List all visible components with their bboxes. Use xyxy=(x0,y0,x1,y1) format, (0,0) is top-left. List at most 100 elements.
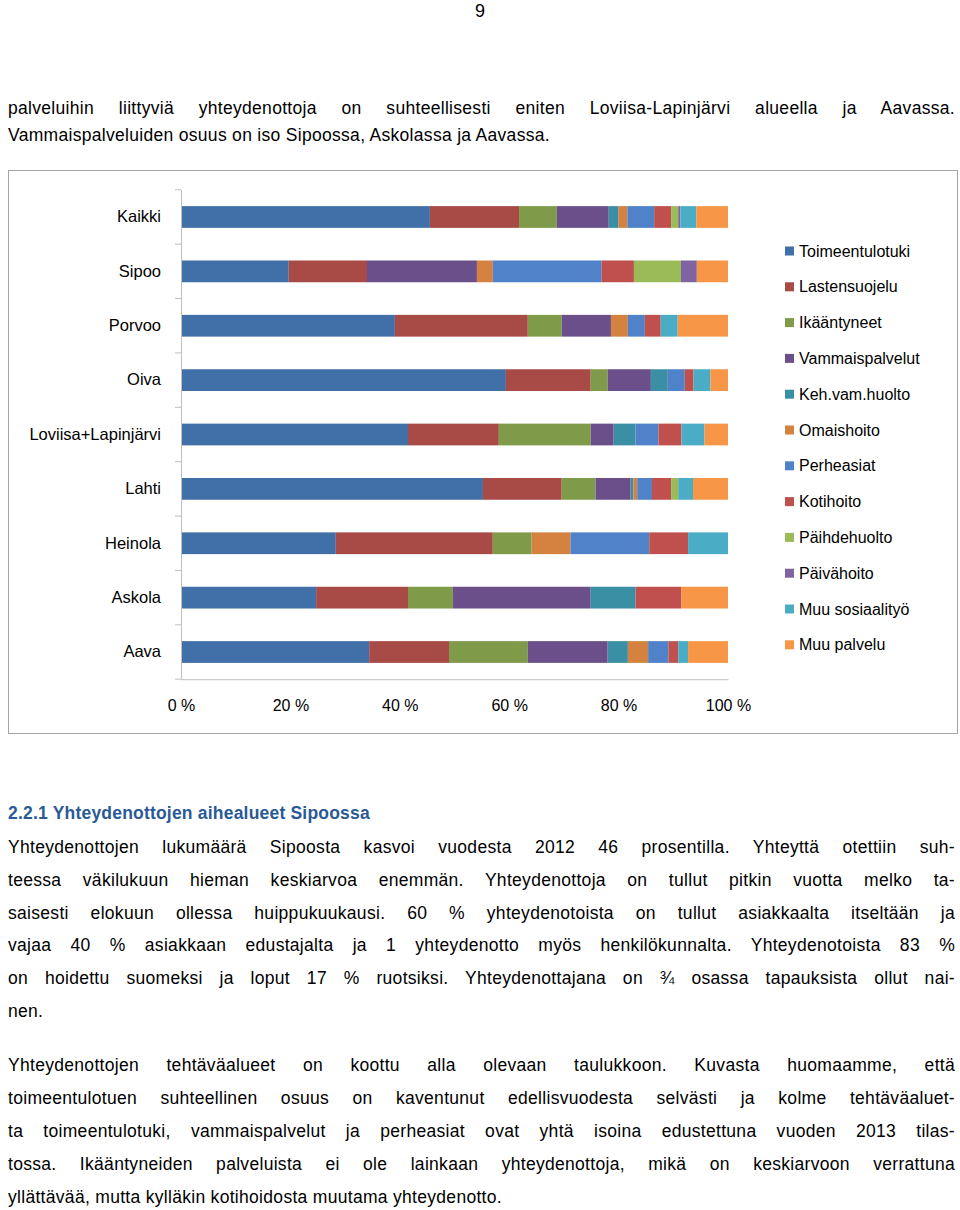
bar-segment xyxy=(519,206,557,228)
text-line: Yhteydenottojen tehtäväalueet on koottu … xyxy=(8,1053,955,1077)
bar-segment xyxy=(528,315,562,337)
bar-segment xyxy=(637,478,652,500)
y-tick: Loviisa+Lapinjärvi xyxy=(29,425,181,443)
bar-segment xyxy=(181,478,483,500)
text-line: nen. xyxy=(8,999,955,1023)
legend-swatch xyxy=(785,640,794,649)
legend-swatch xyxy=(785,282,794,291)
bar-segment xyxy=(532,532,571,554)
bar-segment xyxy=(660,315,661,337)
category-divider xyxy=(175,624,181,625)
bar-segment xyxy=(678,641,679,663)
bar-segment xyxy=(619,206,628,228)
bar-segment xyxy=(181,369,506,391)
bar-segment xyxy=(631,478,634,500)
x-axis: 0 %20 %40 %60 %80 %100 % xyxy=(168,679,751,713)
bar-segment xyxy=(449,641,528,663)
bar-segment xyxy=(636,424,659,446)
legend-label: Kotihoito xyxy=(799,493,861,510)
legend-label: Keh.vam.huolto xyxy=(799,386,910,403)
y-tick-label: Oiva xyxy=(127,370,162,388)
legend-swatch xyxy=(785,533,794,542)
series xyxy=(591,206,668,663)
page-number: 9 xyxy=(0,0,960,22)
bar-segment xyxy=(506,369,591,391)
series xyxy=(181,206,506,663)
category-divider xyxy=(175,244,181,245)
bar-segment xyxy=(181,260,289,282)
bar-segment xyxy=(710,369,728,391)
category-divider xyxy=(175,516,181,517)
bar-segment xyxy=(610,315,611,337)
bar-segment xyxy=(671,478,678,500)
bar-segment xyxy=(591,587,636,609)
bar-segment xyxy=(678,641,688,663)
bar-segment xyxy=(614,424,636,446)
bar-segment xyxy=(635,587,636,609)
bar-segment xyxy=(628,315,645,337)
category-divider xyxy=(175,679,181,680)
bar-segment xyxy=(602,260,634,282)
x-tick-label: 20 % xyxy=(273,697,309,714)
bar-segment xyxy=(627,206,654,228)
bar-segment xyxy=(688,532,728,554)
series xyxy=(634,206,681,500)
bar-segment xyxy=(697,260,728,282)
y-tick: Kaikki xyxy=(117,207,181,225)
legend-label: Muu sosiaalityö xyxy=(799,601,909,618)
category-divider xyxy=(175,461,181,462)
bar-segment xyxy=(696,206,728,228)
legend-label: Ikääntyneet xyxy=(799,314,882,331)
bar-segment xyxy=(651,369,668,391)
bar-segment xyxy=(636,587,682,609)
bar-segment xyxy=(681,260,697,282)
bar-segment xyxy=(634,260,681,282)
legend-swatch xyxy=(785,497,794,506)
bar-segment xyxy=(453,587,591,609)
y-tick-label: Lahti xyxy=(125,479,161,497)
x-tick-label: 100 % xyxy=(706,697,751,714)
bar-segment xyxy=(367,260,477,282)
bar-segment xyxy=(289,260,367,282)
bar-segment xyxy=(430,206,519,228)
text-line: teessa väkilukuun hieman keskiarvoa enem… xyxy=(8,868,955,892)
bar-segment xyxy=(608,369,651,391)
series xyxy=(678,206,728,663)
bar-segment xyxy=(688,641,728,663)
y-tick: Sipoo xyxy=(119,262,181,280)
bar-segment xyxy=(680,206,696,228)
bar-segment xyxy=(499,424,591,446)
x-tick: 60 % xyxy=(491,679,527,713)
bar-segment xyxy=(652,478,671,500)
bar-segment xyxy=(661,315,678,337)
bar-segment xyxy=(696,260,697,282)
bar-segment xyxy=(678,478,693,500)
category-divider xyxy=(175,407,181,408)
bar-segment xyxy=(660,315,661,337)
x-tick-label: 80 % xyxy=(601,697,637,714)
bar-segment xyxy=(369,641,449,663)
bar-segment xyxy=(681,587,682,609)
y-axis: KaikkiSipooPorvooOivaLoviisa+LapinjärviL… xyxy=(29,190,181,679)
bar-segment xyxy=(181,424,408,446)
y-tick-label: Loviisa+Lapinjärvi xyxy=(29,425,161,443)
text-line: palveluihin liittyviä yhteydenottoja on … xyxy=(8,96,955,120)
x-tick: 80 % xyxy=(601,679,637,713)
y-tick-label: Askola xyxy=(111,588,161,606)
x-tick: 40 % xyxy=(382,679,418,713)
bar-segment xyxy=(336,532,493,554)
bar-segment xyxy=(570,532,649,554)
bar-segment xyxy=(611,315,628,337)
bar-segment xyxy=(635,587,636,609)
text-line: Vammaispalveluiden osuus on iso Sipoossa… xyxy=(8,123,955,147)
legend-label: Toimeentulotuki xyxy=(799,243,910,260)
bar-segment xyxy=(633,478,637,500)
series xyxy=(602,206,694,663)
legend-swatch xyxy=(785,354,794,363)
bar-segment xyxy=(681,424,682,446)
bar-segment xyxy=(649,532,688,554)
x-tick-label: 40 % xyxy=(382,697,418,714)
y-tick-label: Kaikki xyxy=(117,207,161,225)
bar-segment xyxy=(678,641,679,663)
series xyxy=(477,206,648,663)
